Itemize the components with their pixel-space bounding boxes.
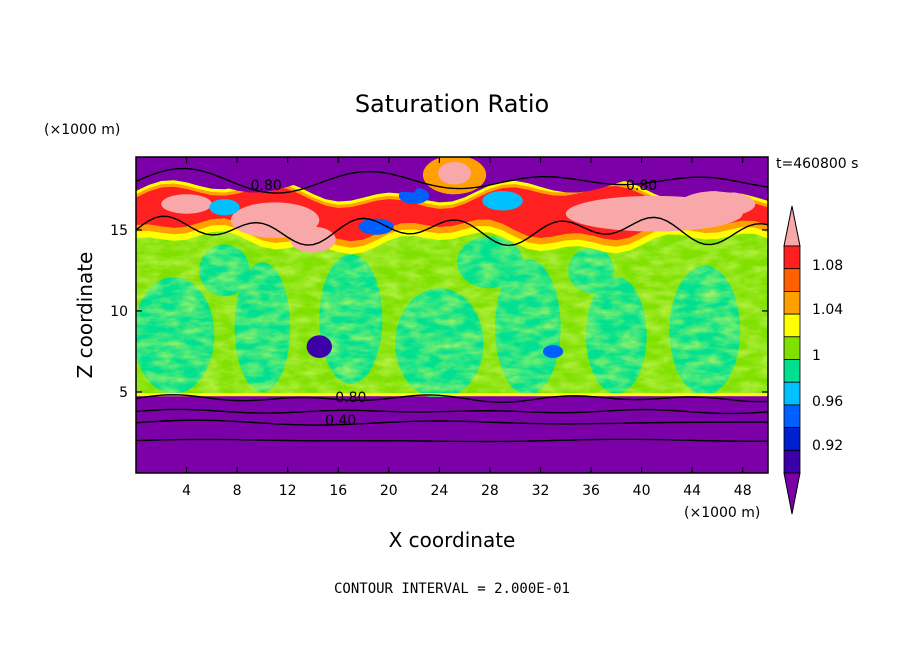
x-tick-label: 12: [279, 483, 297, 499]
contour-label: 0.40: [325, 413, 356, 429]
colorbar-swatch: [783, 381, 801, 406]
contour-interval-footer: CONTOUR INTERVAL = 2.000E-01: [334, 581, 570, 597]
colorbar-swatch: [783, 427, 801, 451]
plot-area: [136, 157, 768, 473]
x-tick-label: 20: [380, 483, 398, 499]
colorbar-swatch: [783, 313, 801, 338]
convective-top-core: [438, 161, 471, 185]
y-tick-label: 5: [119, 385, 128, 401]
y-axis-unit: (×1000 m): [44, 122, 120, 138]
x-tick-label: 32: [532, 483, 550, 499]
x-tick-label: 36: [582, 483, 600, 499]
y-tick-label: 15: [110, 223, 128, 239]
contour-labels: 0.80 0.80 0.80 0.40: [251, 178, 658, 429]
colorbar-bottom-arrow: [783, 472, 801, 515]
colorbar-swatch: [783, 359, 801, 383]
x-tick-label: 4: [182, 483, 191, 499]
contour-line-mid: [136, 408, 768, 415]
blue-patch: [358, 218, 394, 235]
colorbar-swatch: [783, 290, 801, 315]
cloud-texture: [136, 229, 768, 396]
contour-label: 0.80: [335, 390, 366, 406]
x-tick-label: 28: [481, 483, 499, 499]
pink-patch: [161, 194, 212, 214]
y-tick-label: 10: [110, 304, 128, 320]
x-tick-label: 48: [734, 483, 752, 499]
pink-patch: [290, 226, 336, 253]
colorbar-swatch: [783, 449, 801, 474]
contour-label: 0.80: [251, 178, 282, 194]
y-ticks: 5 10 15: [110, 223, 768, 401]
colorbar-swatch: [783, 336, 801, 360]
plot-frame: [135, 156, 769, 474]
blue-patch: [306, 335, 332, 358]
colorbar-swatch: [783, 268, 801, 292]
colorbar-tick-label: 1: [812, 348, 821, 364]
colorbar-tick-label: 1.08: [812, 258, 843, 274]
contour-line-080-low: [136, 394, 768, 403]
x-axis-unit: (×1000 m): [684, 505, 760, 521]
y-axis-label: Z coordinate: [73, 252, 97, 379]
blue-patch: [209, 199, 240, 216]
colorbar-tick-label: 1.04: [812, 302, 843, 318]
colorbar-swatch: [783, 245, 801, 270]
pink-patch: [230, 202, 320, 239]
contour-line-low: [136, 438, 768, 443]
colorbar-tick-label: 0.92: [812, 438, 843, 454]
contour-line-040: [136, 419, 768, 426]
x-tick-label: 40: [633, 483, 651, 499]
x-axis-label: X coordinate: [389, 528, 516, 552]
contour-line-cloudtop: [136, 215, 768, 247]
time-label: t=460800 s: [776, 156, 858, 172]
blue-patch: [482, 191, 523, 211]
lower-dry-layer: [136, 396, 768, 473]
x-tick-label: 24: [430, 483, 448, 499]
x-tick-label: 8: [233, 483, 242, 499]
cloud-base-line: [136, 393, 768, 397]
blue-patch: [543, 344, 564, 358]
chart-title: Saturation Ratio: [355, 90, 549, 118]
colorbar-top-arrow: [783, 205, 801, 247]
colorbar: 0.92 0.96 1 1.04 1.08: [783, 205, 843, 515]
pink-patch: [679, 191, 756, 217]
contour-line-080-top: [136, 167, 768, 194]
x-tick-label: 16: [329, 483, 347, 499]
x-ticks: 4 8 12 16 20 24 28 32 36 40 44 48: [182, 157, 752, 499]
contour-label: 0.80: [626, 178, 657, 194]
colorbar-swatch: [783, 404, 801, 428]
x-tick-label: 44: [683, 483, 701, 499]
colorbar-tick-label: 0.96: [812, 394, 843, 410]
